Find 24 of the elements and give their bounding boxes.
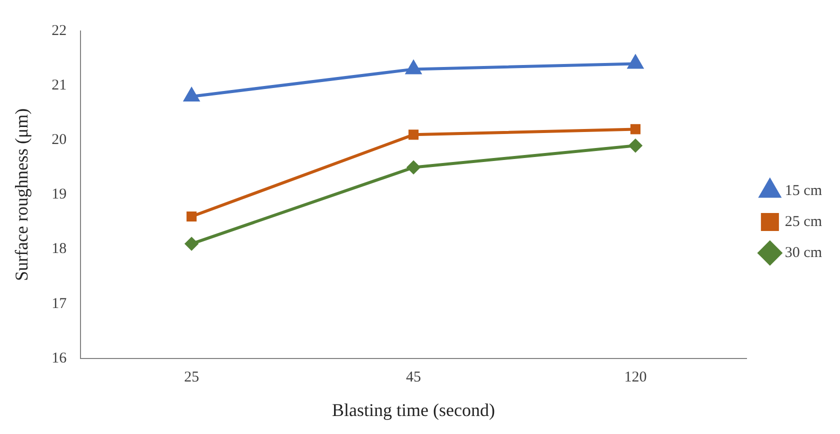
- y-tick-label: 20: [52, 132, 67, 148]
- x-tick-label: 120: [624, 369, 647, 386]
- y-tick-label: 17: [52, 296, 68, 312]
- point: [407, 160, 420, 174]
- y-tick-label: 19: [52, 186, 67, 203]
- legend-label: 25 cm: [784, 214, 822, 230]
- x-tick-label: 45: [406, 369, 422, 386]
- point: [406, 60, 422, 74]
- y-tick-label: 16: [52, 350, 68, 366]
- point: [628, 55, 644, 69]
- y-tick-label: 21: [52, 78, 67, 94]
- point: [628, 139, 642, 152]
- x-tick-label: 25: [184, 369, 200, 386]
- point: [184, 88, 200, 102]
- legend-label: 30 cm: [784, 244, 822, 261]
- legend-label: 15 cm: [784, 182, 822, 199]
- point: [630, 124, 640, 134]
- point: [186, 211, 197, 222]
- point: [185, 237, 198, 250]
- point: [408, 130, 419, 140]
- y-tick-label: 22: [52, 22, 67, 39]
- y-tick-label: 18: [52, 241, 67, 258]
- y-axis-title: Surface roughness (μm): [12, 108, 32, 282]
- x-axis-title: Blasting time (second): [332, 400, 495, 420]
